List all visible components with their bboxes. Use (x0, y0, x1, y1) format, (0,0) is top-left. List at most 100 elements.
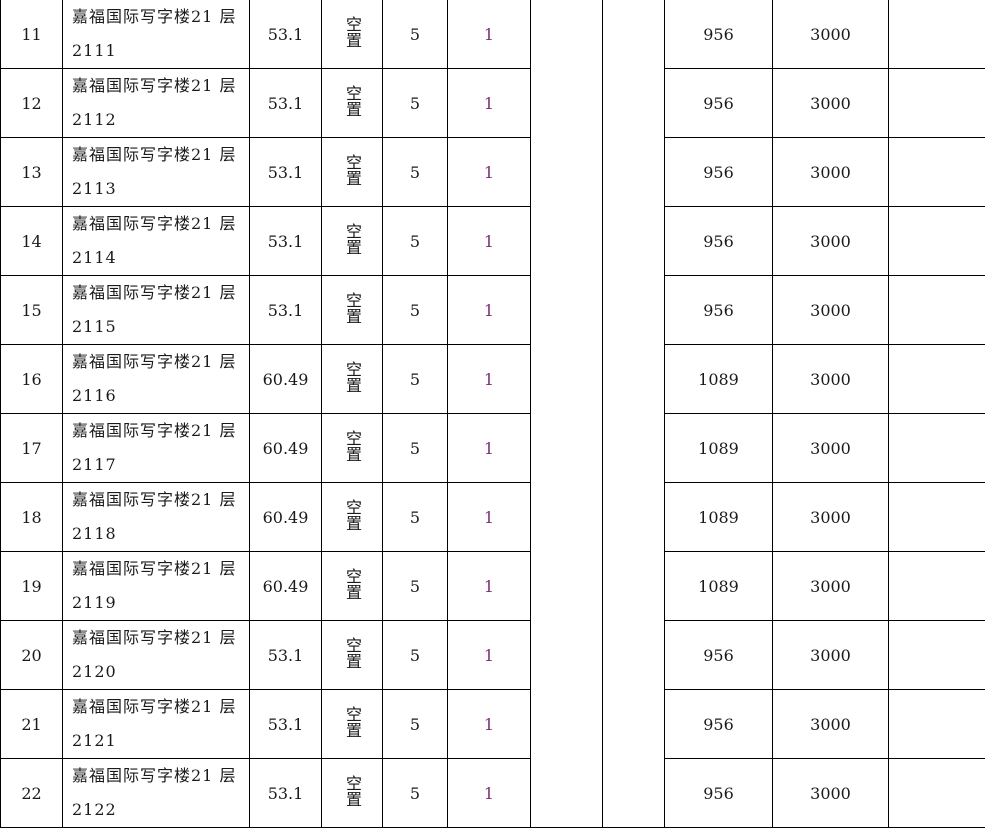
remarks-cell (889, 759, 985, 828)
remarks-cell (889, 207, 985, 276)
status-cell: 空置 (322, 276, 383, 345)
amount-cell: 956 (665, 690, 773, 759)
value-cell-5: 5 (383, 690, 448, 759)
value-cell-5: 5 (383, 414, 448, 483)
status-text: 空置 (343, 154, 361, 186)
status-text: 空置 (343, 85, 361, 117)
remarks-cell (889, 0, 985, 69)
row-number-cell: 11 (1, 0, 63, 69)
price-cell: 3000 (773, 552, 889, 621)
merged-empty-cell (531, 0, 603, 828)
price-cell: 3000 (773, 414, 889, 483)
row-number-cell: 15 (1, 276, 63, 345)
price-cell: 3000 (773, 207, 889, 276)
value-cell-5: 5 (383, 483, 448, 552)
status-cell: 空置 (322, 138, 383, 207)
row-number-cell: 19 (1, 552, 63, 621)
unit-name-line: 嘉福国际写字楼21 层 (72, 552, 249, 586)
area-cell: 60.49 (250, 345, 322, 414)
status-text: 空置 (343, 223, 361, 255)
unit-number: 2114 (72, 241, 249, 275)
price-cell: 3000 (773, 0, 889, 69)
area-cell: 53.1 (250, 0, 322, 69)
unit-name-line: 嘉福国际写字楼21 层 (72, 276, 249, 310)
status-text: 空置 (343, 292, 361, 324)
value-cell-1: 1 (448, 759, 531, 828)
value-cell-1: 1 (448, 552, 531, 621)
value-cell-1: 1 (448, 69, 531, 138)
unit-number: 2120 (72, 655, 249, 689)
remarks-cell (889, 276, 985, 345)
amount-cell: 956 (665, 276, 773, 345)
unit-number: 2115 (72, 310, 249, 344)
status-text: 空置 (343, 637, 361, 669)
status-cell: 空置 (322, 207, 383, 276)
price-cell: 3000 (773, 690, 889, 759)
status-cell: 空置 (322, 345, 383, 414)
amount-cell: 956 (665, 69, 773, 138)
unit-number: 2121 (72, 724, 249, 758)
unit-name-line: 嘉福国际写字楼21 层 (72, 207, 249, 241)
remarks-cell (889, 552, 985, 621)
status-text: 空置 (343, 775, 361, 807)
area-cell: 53.1 (250, 759, 322, 828)
amount-cell: 956 (665, 207, 773, 276)
price-cell: 3000 (773, 345, 889, 414)
unit-number: 2112 (72, 103, 249, 137)
value-cell-1: 1 (448, 207, 531, 276)
unit-number: 2117 (72, 448, 249, 482)
row-number-cell: 14 (1, 207, 63, 276)
price-cell: 3000 (773, 276, 889, 345)
area-cell: 60.49 (250, 552, 322, 621)
status-cell: 空置 (322, 414, 383, 483)
value-cell-1: 1 (448, 483, 531, 552)
row-number-cell: 12 (1, 69, 63, 138)
remarks-cell (889, 69, 985, 138)
value-cell-5: 5 (383, 207, 448, 276)
unit-name-line: 嘉福国际写字楼21 层 (72, 138, 249, 172)
value-cell-1: 1 (448, 621, 531, 690)
unit-number: 2122 (72, 793, 249, 827)
status-cell: 空置 (322, 759, 383, 828)
status-cell: 空置 (322, 69, 383, 138)
amount-cell: 1089 (665, 414, 773, 483)
unit-number: 2111 (72, 34, 249, 68)
value-cell-5: 5 (383, 0, 448, 69)
row-number-cell: 20 (1, 621, 63, 690)
area-cell: 53.1 (250, 621, 322, 690)
row-number-cell: 17 (1, 414, 63, 483)
value-cell-1: 1 (448, 276, 531, 345)
area-cell: 60.49 (250, 414, 322, 483)
area-cell: 53.1 (250, 690, 322, 759)
amount-cell: 956 (665, 0, 773, 69)
value-cell-5: 5 (383, 552, 448, 621)
remarks-cell (889, 483, 985, 552)
status-text: 空置 (343, 16, 361, 48)
value-cell-1: 1 (448, 138, 531, 207)
merged-empty-cell (603, 0, 665, 828)
price-cell: 3000 (773, 759, 889, 828)
price-cell: 3000 (773, 69, 889, 138)
unit-number: 2118 (72, 517, 249, 551)
remarks-cell (889, 138, 985, 207)
unit-name-line: 嘉福国际写字楼21 层 (72, 483, 249, 517)
area-cell: 60.49 (250, 483, 322, 552)
remarks-cell (889, 690, 985, 759)
